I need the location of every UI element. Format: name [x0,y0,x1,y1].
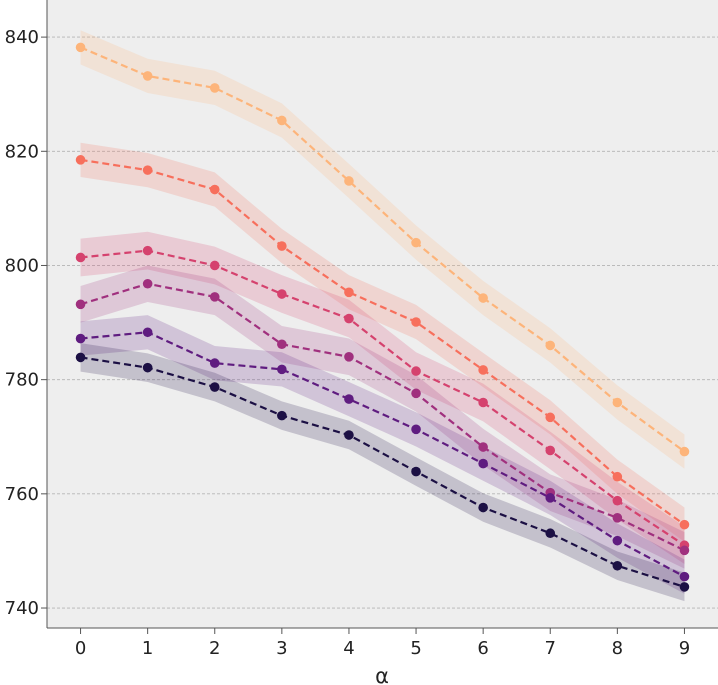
series-1-point-6 [478,293,488,303]
series-4-point-2 [209,292,220,302]
series-6-point-9 [679,582,690,592]
series-4-band [80,265,685,569]
series-5-point-6 [478,458,488,469]
series-6-point-0 [75,352,86,363]
series-5-point-9 [679,571,690,582]
series-5-point-3 [277,364,287,375]
series-4-point-1 [142,278,153,289]
series-6-point-5 [411,466,421,477]
series-4-point-5 [411,388,421,399]
series-6-point-2 [209,382,220,392]
series-3-point-3 [277,289,287,299]
series-2-point-5 [411,317,421,327]
series-5-point-2 [209,358,220,368]
series-4-point-0 [75,299,86,310]
series-1-point-0 [75,42,86,53]
series-6-band [80,343,685,602]
x-ticks: 0 1 2 3 4 5 6 7 8 9 [75,628,690,659]
series-1-point-9 [679,446,690,457]
y-tick-label: 840 [5,27,39,48]
series-1-point-2 [209,83,220,93]
series-3-point-2 [209,260,220,271]
x-tick-label: 5 [410,638,421,659]
series-2-point-0 [75,155,86,165]
series-1-point-4 [344,176,354,186]
series-3-point-0 [75,252,86,263]
series-6-point-6 [478,502,488,513]
series-3-point-5 [411,366,421,376]
x-tick-label: 4 [343,638,354,659]
series-2-point-8 [612,471,623,482]
series-3-point-6 [478,397,488,408]
series-4-line [80,282,685,552]
series-5-point-4 [344,394,354,404]
y-tick-label: 820 [5,141,39,162]
series-2-band [80,142,685,542]
series-5-point-0 [75,333,86,344]
series-5-band [80,315,685,594]
x-tick-label: 8 [612,638,623,659]
y-tick-label: 780 [5,370,39,391]
series-1-point-7 [545,340,556,351]
series-6-point-8 [612,560,623,571]
series-2-point-2 [209,184,220,195]
series-3-point-1 [142,245,153,256]
series-2-point-4 [344,287,354,298]
series-2-point-3 [277,241,287,251]
series-5-point-7 [545,493,556,503]
series-4-point-9 [679,545,690,556]
x-tick-label: 6 [477,638,488,659]
x-tick-label: 0 [75,638,86,659]
series-2-point-1 [142,165,153,175]
x-tick-label: 7 [545,638,556,659]
y-tick-label: 800 [5,255,39,276]
series-1-point-8 [612,397,623,408]
series-5-point-5 [411,424,421,435]
series-3-point-7 [545,445,556,456]
series-1-point-1 [142,71,153,81]
series-4-point-6 [478,442,488,452]
x-tick-label: 9 [679,638,690,659]
y-gridlines [47,36,718,609]
series-lines [80,46,686,588]
series-3-line [80,249,686,547]
series-4-point-3 [277,339,287,350]
series-4-point-8 [612,513,623,523]
series-5-line [80,331,685,578]
series-1-line [80,46,686,453]
x-tick-label: 2 [209,638,220,659]
series-1-point-3 [277,115,287,126]
y-tick-label: 760 [5,484,39,505]
series-6-point-1 [142,362,153,373]
series-3-point-8 [612,495,623,506]
series-5-point-8 [612,535,623,546]
series-6-line [80,356,685,588]
series-2-point-9 [679,519,690,530]
series-2-point-7 [545,412,556,423]
series-1-point-5 [411,237,421,248]
x-tick-label: 3 [276,638,287,659]
y-tick-label: 740 [5,598,39,619]
series-6-point-7 [545,528,556,539]
series-6-point-4 [344,430,354,440]
plot-background [47,0,718,628]
series-4-point-4 [344,352,354,362]
series-6-point-3 [277,410,287,421]
series-3-point-4 [344,313,354,324]
x-axis-label: α [375,664,389,685]
series-2-line [80,158,686,526]
series-3-band [80,231,685,565]
series-points [75,42,690,592]
x-tick-label: 1 [142,638,153,659]
y-ticks: 740 760 780 800 820 840 [5,27,47,619]
series-5-point-1 [142,327,153,338]
series-2-point-6 [478,365,488,375]
